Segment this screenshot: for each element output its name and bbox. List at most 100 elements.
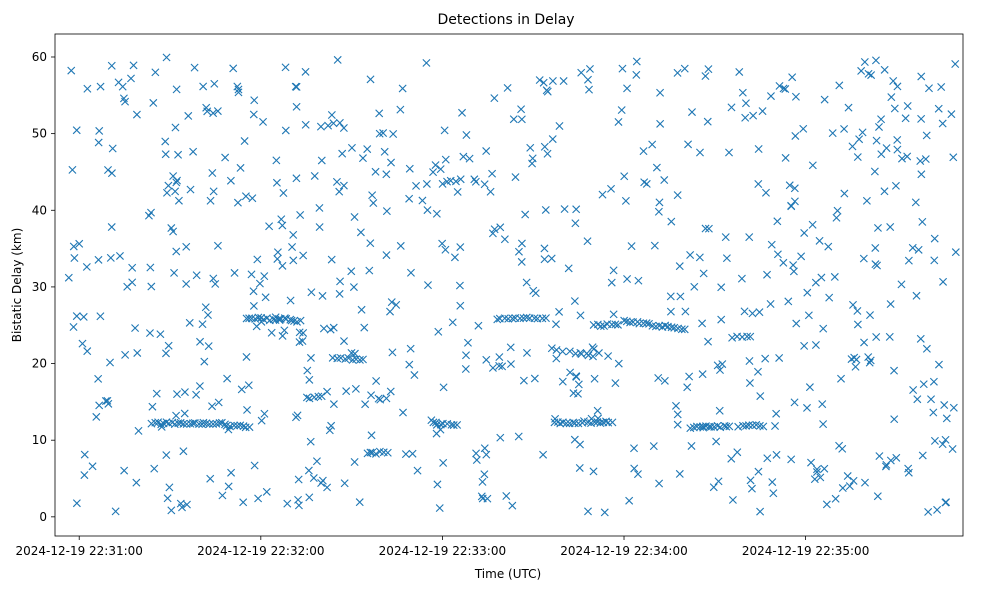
scatter-point	[621, 196, 630, 205]
scatter-point	[656, 119, 665, 128]
scatter-point	[713, 361, 722, 370]
scatter-point	[439, 383, 448, 392]
scatter-point	[918, 217, 927, 226]
scatter-point	[306, 437, 315, 446]
scatter-point	[515, 314, 524, 323]
scatter-point	[548, 135, 557, 144]
scatter-point	[423, 281, 432, 290]
scatter-point	[519, 376, 528, 385]
scatter-point	[200, 357, 209, 366]
scatter-point	[632, 57, 641, 66]
scatter-point	[237, 385, 246, 394]
scatter-point	[323, 483, 332, 492]
scatter-point	[617, 106, 626, 115]
scatter-point	[573, 389, 582, 398]
scatter-point	[128, 263, 137, 272]
scatter-point	[737, 274, 746, 283]
scatter-point	[835, 81, 844, 90]
scatter-point	[167, 224, 176, 233]
scatter-point	[70, 254, 79, 262]
scatter-point	[265, 222, 274, 231]
scatter-point	[327, 111, 336, 119]
scatter-point	[279, 189, 288, 197]
scatter-point	[69, 322, 78, 331]
scatter-point	[465, 154, 474, 163]
scatter-point	[195, 420, 204, 429]
scatter-point	[555, 307, 564, 316]
scatter-point	[230, 421, 239, 430]
scatter-point	[747, 484, 756, 493]
scatter-point	[363, 145, 372, 154]
scatter-point	[847, 355, 856, 364]
scatter-point	[205, 420, 214, 429]
scatter-point	[182, 242, 191, 251]
scatter-point	[131, 324, 140, 333]
scatter-point	[339, 181, 348, 190]
scatter-point	[371, 167, 380, 176]
scatter-point	[844, 103, 853, 112]
scatter-point	[305, 394, 314, 403]
scatter-point	[474, 321, 483, 330]
scatter-point	[930, 234, 939, 243]
scatter-point	[914, 245, 923, 254]
scatter-point	[769, 489, 778, 498]
scatter-point	[185, 318, 194, 327]
scatter-point	[566, 368, 575, 377]
scatter-point	[666, 307, 675, 316]
scatter-point	[347, 267, 356, 276]
scatter-point	[871, 243, 880, 252]
scatter-point	[756, 507, 765, 516]
scatter-point	[223, 374, 232, 383]
scatter-point	[951, 59, 960, 68]
scatter-point	[149, 98, 158, 107]
scatter-point	[363, 449, 372, 458]
scatter-point	[312, 457, 321, 466]
scatter-point	[859, 254, 868, 263]
scatter-point	[761, 354, 770, 363]
scatter-point	[295, 328, 304, 337]
scatter-point	[808, 161, 817, 170]
scatter-point	[614, 359, 623, 368]
scatter-point	[148, 402, 157, 411]
scatter-point	[773, 217, 782, 226]
scatter-point	[301, 120, 310, 129]
scatter-point	[335, 118, 344, 127]
scatter-point	[295, 338, 304, 347]
scatter-point	[199, 418, 208, 427]
scatter-point	[810, 475, 819, 484]
scatter-point	[94, 374, 103, 383]
scatter-point	[422, 179, 431, 188]
scatter-point	[604, 352, 613, 361]
scatter-point	[709, 483, 718, 492]
scatter-point	[249, 287, 258, 296]
scatter-point	[230, 268, 239, 277]
scatter-point	[541, 314, 550, 323]
scatter-point	[911, 198, 920, 207]
scatter-point	[203, 107, 212, 116]
scatter-point	[921, 155, 930, 164]
scatter-point	[655, 198, 664, 207]
scatter-point	[162, 188, 171, 197]
scatter-point	[772, 450, 781, 459]
scatter-point	[480, 180, 489, 189]
scatter-point	[441, 155, 450, 164]
scatter-point	[350, 213, 359, 221]
scatter-point	[293, 411, 302, 420]
scatter-point	[408, 449, 417, 458]
scatter-point	[818, 400, 827, 409]
scatter-point	[951, 248, 960, 257]
scatter-point	[837, 374, 846, 383]
scatter-point	[496, 223, 505, 232]
scatter-point	[721, 233, 730, 242]
scatter-point	[339, 123, 348, 132]
scatter-point	[890, 415, 899, 424]
scatter-point	[785, 181, 794, 190]
scatter-point	[860, 338, 869, 347]
scatter-point	[791, 92, 800, 101]
scatter-point	[315, 223, 324, 232]
scatter-point	[626, 318, 635, 327]
scatter-point	[903, 152, 912, 161]
scatter-point	[530, 374, 539, 383]
scatter-point	[289, 230, 298, 239]
scatter-point	[94, 255, 103, 264]
